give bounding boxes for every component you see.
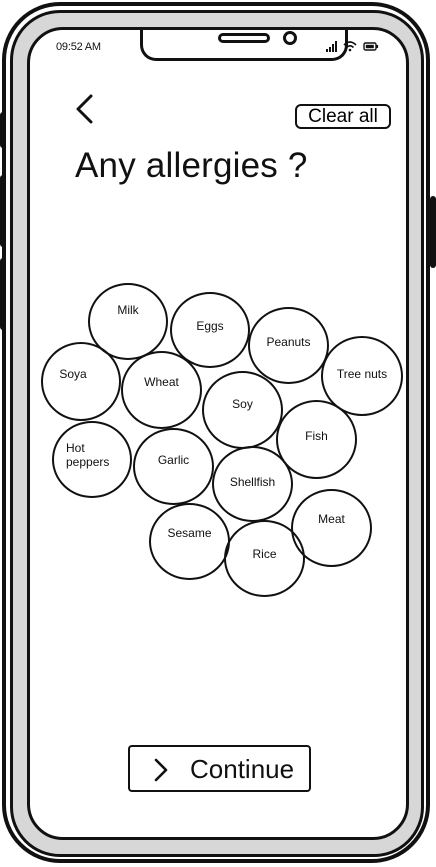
allergen-label: Fish	[305, 428, 328, 443]
allergen-bubble-fish[interactable]: Fish	[276, 400, 357, 479]
allergen-bubble-rice[interactable]: Rice	[224, 520, 305, 597]
allergen-label: Rice	[252, 546, 277, 561]
signal-icon	[326, 41, 337, 52]
allergen-bubble-garlic[interactable]: Garlic	[133, 428, 214, 505]
allergen-label: Milk	[117, 302, 139, 317]
camera-icon	[283, 31, 297, 45]
phone-side-button-power	[430, 196, 436, 268]
page-title: Any allergies ?	[75, 146, 308, 185]
allergen-label: Tree nuts	[336, 367, 388, 381]
allergen-bubble-shellfish[interactable]: Shellfish	[212, 446, 293, 522]
speaker-icon	[218, 33, 270, 43]
allergen-bubbles: Milk Eggs Peanuts Soya Wheat Soy Tree nu…	[30, 30, 406, 837]
allergen-label: Meat	[318, 512, 345, 526]
allergen-label: Wheat	[144, 375, 179, 389]
allergen-bubble-peanuts[interactable]: Peanuts	[248, 307, 329, 384]
allergen-label: Shellfish	[229, 475, 276, 489]
battery-icon	[363, 42, 379, 51]
allergen-bubble-wheat[interactable]: Wheat	[121, 351, 202, 429]
phone-screen: 09:52 AM Clear all Any allergies ? Milk …	[27, 27, 409, 840]
allergen-bubble-sesame[interactable]: Sesame	[149, 503, 230, 580]
allergen-bubble-hot-peppers[interactable]: Hot peppers	[52, 421, 132, 498]
allergen-label: Peanuts	[266, 334, 311, 349]
clear-all-button[interactable]: Clear all	[295, 104, 391, 129]
allergen-bubble-soya[interactable]: Soya	[41, 342, 121, 421]
allergen-bubble-eggs[interactable]: Eggs	[170, 292, 250, 368]
status-time: 09:52 AM	[56, 41, 101, 53]
allergen-label: Garlic	[157, 452, 190, 467]
continue-button[interactable]: Continue	[128, 745, 311, 792]
allergen-label: Eggs	[196, 319, 224, 333]
allergen-label: Soy	[232, 397, 253, 411]
wifi-icon	[343, 41, 357, 52]
allergen-bubble-soy[interactable]: Soy	[202, 371, 283, 449]
chevron-right-icon	[154, 758, 168, 782]
chevron-left-icon	[76, 94, 93, 124]
allergen-label: Hot peppers	[66, 440, 110, 469]
notch	[140, 30, 348, 61]
back-button[interactable]	[72, 92, 98, 126]
continue-label: Continue	[190, 754, 295, 784]
allergen-label: Soya	[59, 366, 87, 381]
allergen-bubble-tree-nuts[interactable]: Tree nuts	[321, 336, 403, 416]
status-icons	[326, 41, 379, 52]
allergen-bubble-meat[interactable]: Meat	[291, 489, 372, 567]
allergen-label: Sesame	[167, 525, 212, 540]
allergen-bubble-milk[interactable]: Milk	[88, 283, 168, 360]
